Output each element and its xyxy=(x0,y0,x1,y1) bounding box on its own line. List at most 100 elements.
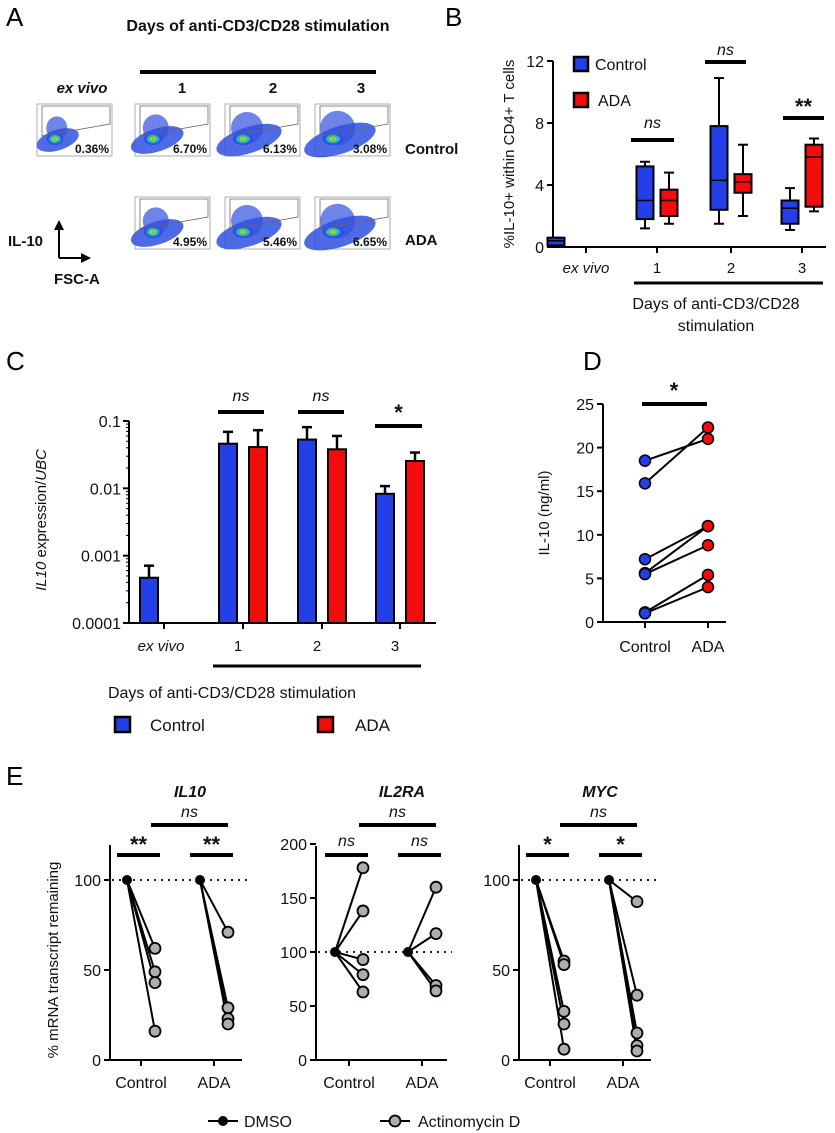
panel-a-label: A xyxy=(6,2,24,32)
y-tick-label: 12 xyxy=(526,54,544,71)
y-tick-label: 0 xyxy=(501,1053,510,1070)
x-tick-label: ex vivo xyxy=(138,638,185,655)
panel-e-label: E xyxy=(6,761,23,791)
pair-line xyxy=(644,525,709,574)
subplot-title: IL2RA xyxy=(379,784,425,801)
panel-b-x-label-line1: Days of anti-CD3/CD28 xyxy=(632,296,799,313)
x-tick-label: 1 xyxy=(234,638,242,655)
legend-swatch-control xyxy=(572,55,590,73)
column-label-day3: 3 xyxy=(357,80,365,97)
point-actinomycin-d xyxy=(429,880,443,894)
gate-percentage: 5.46% xyxy=(263,235,297,249)
x-tick-label: 1 xyxy=(653,260,661,277)
flow-gate xyxy=(139,198,209,230)
y-tick-label: 50 xyxy=(492,963,510,980)
y-tick-label: 0 xyxy=(298,1053,307,1070)
pair-line xyxy=(126,879,156,949)
point-control xyxy=(638,607,652,620)
x-tick-label: Control xyxy=(323,1075,375,1092)
x-tick-label: ex vivo xyxy=(563,260,610,277)
x-tick-label: ADA xyxy=(406,1075,439,1092)
y-tick-label: 10 xyxy=(576,528,594,545)
point-actinomycin-d xyxy=(148,1024,162,1038)
y-tick-label: 15 xyxy=(576,484,594,501)
column-label-ex-vivo: ex vivo xyxy=(57,80,108,97)
panel-d-y-label: IL-10 (ng/ml) xyxy=(536,470,553,555)
significance-label: ns xyxy=(644,115,661,132)
y-tick-label: 150 xyxy=(280,891,307,908)
point-actinomycin-d xyxy=(630,1026,644,1040)
pair-line xyxy=(334,951,364,993)
x-tick-label: ADA xyxy=(198,1075,231,1092)
point-control xyxy=(638,477,652,490)
significance-label: ns xyxy=(338,833,355,850)
significance-label: * xyxy=(543,832,552,857)
flow-plot: 3.08% xyxy=(304,103,391,158)
point-control xyxy=(638,552,652,566)
significance-label: ** xyxy=(130,832,148,857)
legend-swatch-control xyxy=(113,715,132,734)
bar-control xyxy=(218,442,238,624)
point-ada xyxy=(701,539,715,552)
gate-percentage: 0.36% xyxy=(75,142,109,156)
subplot-title: MYC xyxy=(582,784,618,801)
flow-density-core xyxy=(46,133,64,145)
pair-line xyxy=(608,879,638,1052)
point-actinomycin-d xyxy=(630,895,644,908)
legend-label: ADA xyxy=(598,93,631,110)
point-actinomycin-d xyxy=(356,861,370,875)
panel-b-y-label: %IL-10+ within CD4+ T cells xyxy=(501,60,518,249)
panel-b-x-label-line2: stimulation xyxy=(678,318,754,335)
box-control xyxy=(709,77,729,225)
bar-ada xyxy=(405,459,425,624)
pair-line xyxy=(644,574,709,614)
significance-label: ns xyxy=(233,388,250,405)
pair-line xyxy=(644,544,709,575)
panel-d-label: D xyxy=(583,346,602,376)
y-tick-label: 5 xyxy=(585,571,594,588)
y-tick-label: 50 xyxy=(289,999,307,1016)
bar-control xyxy=(139,576,159,625)
point-actinomycin-d xyxy=(148,942,162,955)
point-ada xyxy=(701,519,715,533)
y-tick-label: 0 xyxy=(585,615,594,632)
y-tick-label: 0.0001 xyxy=(72,616,121,633)
point-actinomycin-d xyxy=(630,1044,644,1058)
gate-percentage: 4.95% xyxy=(173,235,207,249)
box xyxy=(780,199,800,225)
pair-line xyxy=(644,426,709,485)
y-tick-label: 100 xyxy=(74,873,101,890)
legend-marker-actinomycin-d xyxy=(388,1114,402,1128)
gate-percentage: 6.13% xyxy=(263,142,297,156)
point-actinomycin-d xyxy=(221,1001,235,1015)
x-tick-label: 2 xyxy=(727,260,735,277)
point-dmso xyxy=(122,875,132,885)
box xyxy=(635,165,655,221)
point-control xyxy=(638,454,652,467)
y-tick-label: 0.1 xyxy=(99,414,121,431)
flow-density-core xyxy=(233,226,253,238)
legend-label: Actinomycin D xyxy=(418,1114,520,1131)
point-dmso xyxy=(330,947,340,957)
point-dmso xyxy=(403,947,413,957)
pair-line xyxy=(644,586,709,615)
point-dmso xyxy=(195,875,205,885)
flow-plot: 0.36% xyxy=(36,103,113,157)
box xyxy=(546,236,566,247)
y-label-ref: UBC xyxy=(33,449,50,481)
point-ada xyxy=(701,421,715,434)
significance-label-between: ns xyxy=(389,804,406,821)
gate-percentage: 6.65% xyxy=(353,235,387,249)
y-tick-label: 0.01 xyxy=(90,481,121,498)
significance-label: ns xyxy=(717,42,734,59)
bar-ada xyxy=(248,446,268,624)
y-tick-label: 0 xyxy=(535,240,544,257)
point-actinomycin-d xyxy=(221,925,235,939)
y-tick-label: 20 xyxy=(576,441,594,458)
y-tick-label: 100 xyxy=(280,945,307,962)
pair-line xyxy=(334,867,364,953)
flow-plot: 6.65% xyxy=(304,196,391,251)
column-label-day1: 1 xyxy=(178,80,186,97)
legend-marker-dmso xyxy=(218,1116,228,1126)
box xyxy=(733,173,753,194)
